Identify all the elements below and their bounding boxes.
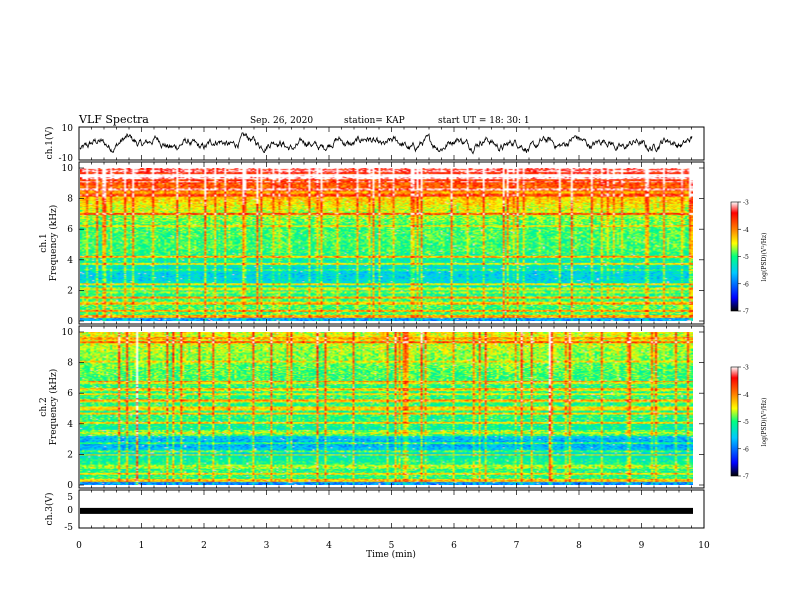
frequency-ticklabel: 6 — [67, 389, 73, 399]
ch1-colorbar-ticks: -3 -4 -5 -6 -7 — [738, 200, 749, 316]
station-label: station= KAP — [344, 116, 405, 126]
ch2-colorbar-label: log(PSD)(V²/Hz) — [761, 398, 768, 447]
time-ticklabel: 7 — [514, 541, 520, 551]
time-axis-label: Time (min) — [366, 549, 416, 560]
colorbar-ticklabel: -7 — [743, 474, 749, 481]
time-ticklabel: 6 — [451, 541, 457, 551]
time-ticklabel: 1 — [139, 541, 145, 551]
frequency-ticklabel: 6 — [67, 225, 73, 235]
figure-title: VLF Spectra — [78, 113, 149, 126]
frequency-ticklabel: 10 — [62, 328, 74, 338]
colorbar-ticklabel: -7 — [743, 309, 749, 316]
frequency-ticklabel: 2 — [67, 286, 73, 296]
time-ticklabel: 2 — [201, 541, 207, 551]
ch2-ylabel-frequency: Frequency (kHz) — [48, 369, 59, 446]
time-ticklabel: 10 — [698, 541, 710, 551]
ch3-ylabel: ch.3(V) — [44, 493, 55, 526]
colorbar-ticklabel: -4 — [743, 392, 749, 399]
ch1-spectrogram-ticks — [78, 162, 705, 324]
ch2-colorbar-gradient — [730, 366, 739, 477]
ch2-spectrogram-image — [80, 332, 693, 485]
ch1-waveform-ticks — [78, 127, 705, 160]
colorbar-ticklabel: -6 — [743, 446, 749, 453]
ch1-ytick-top: 10 — [62, 124, 74, 134]
ch3-ytick-mid: 0 — [67, 506, 73, 516]
ch1-spectrogram-panel: 0 2 4 6 8 10 ch.1 Frequency (kHz) — [39, 161, 705, 327]
ch2-frequency-ticklabels: 0 2 4 6 8 10 — [62, 328, 704, 491]
time-ticklabel: 8 — [576, 541, 582, 551]
colorbar-ticklabel: -6 — [743, 281, 749, 288]
frequency-ticklabel: 0 — [67, 481, 73, 491]
ch2-colorbar-ticks: -3 -4 -5 -6 -7 — [738, 365, 749, 481]
colorbar-ticklabel: -4 — [743, 227, 749, 234]
frequency-ticklabel: 10 — [62, 164, 74, 174]
ch1-waveform-line — [79, 132, 693, 155]
time-ticklabel: 5 — [389, 541, 395, 551]
colorbar-ticklabel: -5 — [743, 254, 749, 261]
colorbar-ticklabel: -3 — [743, 365, 749, 372]
time-ticklabels: 0 1 2 3 4 5 6 7 8 9 10 — [76, 541, 710, 551]
colorbar-ticklabel: -5 — [743, 419, 749, 426]
ch2-spectrogram-ticks — [78, 326, 705, 488]
date-label: Sep. 26, 2020 — [250, 116, 313, 126]
ch3-ytick-top: 5 — [67, 493, 73, 503]
frequency-ticklabel: 4 — [67, 256, 73, 266]
ch3-panel: 5 0 -5 ch.3(V) — [44, 489, 705, 533]
time-ticklabel: 4 — [326, 541, 332, 551]
ch1-ylabel-channel: ch.1 — [39, 233, 49, 252]
ch1-colorbar-label: log(PSD)(V²/Hz) — [761, 233, 768, 282]
time-ticklabel: 0 — [76, 541, 82, 551]
colorbar-ticklabel: -3 — [743, 200, 749, 207]
ch3-ticks — [78, 490, 705, 528]
frequency-ticklabel: 8 — [67, 359, 73, 369]
ch1-colorbar-gradient — [730, 201, 739, 312]
ch3-ytick-bottom: -5 — [64, 523, 73, 533]
frequency-ticklabel: 4 — [67, 420, 73, 430]
ch1-frequency-ticklabels: 0 2 4 6 8 10 — [62, 164, 704, 327]
time-ticklabel: 3 — [264, 541, 270, 551]
ch1-waveform-panel: 10 -10 ch.1(V) — [44, 124, 705, 164]
ch3-signal-band — [80, 507, 693, 514]
ch1-spectrogram-image — [80, 168, 693, 321]
frequency-ticklabel: 2 — [67, 450, 73, 460]
ch1-colorbar: -3 -4 -5 -6 -7 log(PSD)(V²/Hz) — [730, 200, 768, 316]
ch1-ylabel: ch.1(V) — [44, 127, 55, 160]
ch2-spectrogram-panel: 0 2 4 6 8 10 ch.2 Frequency (kHz) — [39, 325, 705, 491]
ch1-ylabel-frequency: Frequency (kHz) — [48, 205, 59, 282]
ch1-ytick-bottom: -10 — [59, 154, 74, 164]
ch2-colorbar: -3 -4 -5 -6 -7 log(PSD)(V²/Hz) — [730, 365, 768, 481]
frequency-ticklabel: 8 — [67, 195, 73, 205]
frequency-ticklabel: 0 — [67, 317, 73, 327]
time-ticklabel: 9 — [639, 541, 645, 551]
start-time-label: start UT = 18: 30: 1 — [438, 116, 530, 126]
ch2-ylabel-channel: ch.2 — [39, 397, 49, 416]
